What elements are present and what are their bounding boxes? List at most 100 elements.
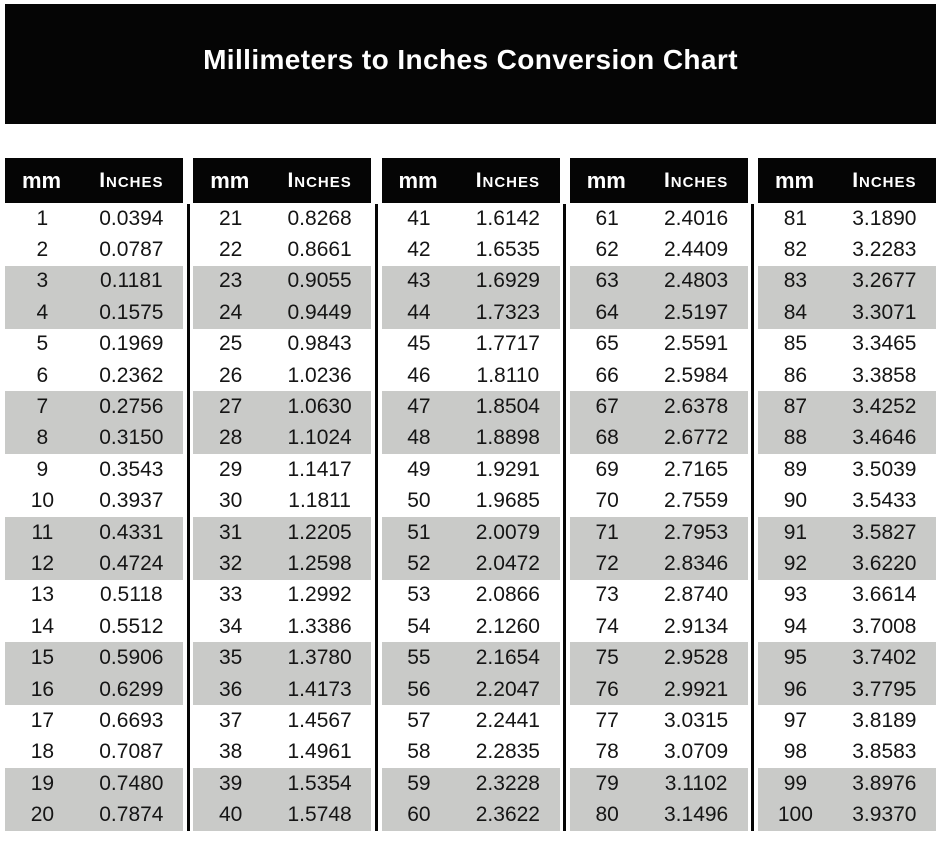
mm-value: 5: [36, 332, 49, 356]
inches-value: 3.8583: [852, 740, 917, 764]
inches-value: 1.1024: [287, 426, 352, 450]
table-row: 66 2.5984: [570, 360, 748, 391]
mm-value: 92: [783, 551, 808, 575]
inches-value: 1.2598: [287, 551, 352, 575]
inches-value: 3.5039: [852, 457, 917, 481]
inches-value: 2.8346: [664, 551, 729, 575]
table-row: 97 3.8189: [758, 705, 936, 736]
inches-value: 0.7874: [99, 803, 164, 827]
mm-value: 24: [218, 300, 243, 324]
mm-value: 52: [407, 551, 431, 575]
inches-value: 1.4567: [287, 708, 352, 732]
inches-column-header: Inches: [475, 168, 541, 192]
table-row: 27 1.0630: [193, 391, 372, 423]
inches-value: 0.2756: [99, 395, 164, 419]
mm-value: 10: [30, 489, 55, 513]
table-row: 49 1.9291: [382, 454, 560, 485]
mm-value: 69: [595, 457, 619, 481]
mm-value: 57: [407, 708, 431, 732]
inches-value: 0.1575: [99, 300, 164, 324]
mm-value: 81: [783, 206, 808, 230]
table-row: 55 2.1654: [381, 642, 560, 674]
inches-value: 2.0079: [475, 520, 540, 544]
table-column-group: mm Inches 61 2.4016 62 2.4409 63 2.4803 64 2.51…: [569, 158, 748, 831]
divider-spacer: [183, 158, 193, 204]
table-column-group: mm Inches 41 1.6142 42 1.6535 43 1.6929 44 1.73…: [381, 158, 560, 831]
mm-value: 86: [783, 363, 808, 387]
table-row: 23 0.9055: [193, 265, 372, 298]
mm-value: 41: [407, 206, 431, 230]
inches-value: 1.2992: [287, 583, 352, 607]
inches-value: 1.8898: [475, 426, 540, 450]
inches-value: 2.7953: [664, 520, 729, 544]
mm-value: 34: [218, 614, 243, 638]
mm-value: 12: [30, 551, 55, 575]
inches-value: 1.7323: [475, 300, 540, 324]
inches-value: 2.1260: [475, 614, 540, 638]
table-row: 20 0.7874: [5, 799, 183, 831]
mm-value: 44: [407, 300, 431, 324]
mm-value: 68: [595, 426, 619, 450]
table-row: 4 0.1575: [5, 297, 183, 329]
mm-value: 63: [595, 269, 619, 293]
mm-value: 6: [36, 363, 49, 387]
inches-value: 0.9449: [287, 300, 352, 324]
table-row: 46 1.8110: [382, 360, 560, 391]
table-row: 58 2.2835: [382, 737, 560, 768]
inches-column-header: Inches: [99, 168, 164, 192]
table-row: 19 0.7480: [5, 768, 183, 800]
inches-value: 3.6220: [852, 551, 917, 575]
table-row: 48 1.8898: [381, 422, 560, 455]
mm-value: 35: [218, 646, 243, 670]
inches-value: 2.5591: [664, 332, 729, 356]
inches-value: 2.7165: [664, 457, 729, 481]
mm-value: 73: [595, 583, 619, 607]
mm-value: 72: [595, 551, 619, 575]
mm-value: 15: [30, 646, 55, 670]
inches-value: 2.4409: [664, 238, 729, 262]
mm-value: 84: [783, 300, 808, 324]
mm-value: 40: [218, 803, 243, 827]
inches-value: 0.3150: [99, 426, 164, 450]
inches-value: 0.4331: [99, 520, 164, 544]
inches-value: 0.9843: [287, 332, 352, 356]
inches-value: 3.8189: [852, 708, 917, 732]
mm-value: 93: [783, 583, 808, 607]
mm-value: 36: [218, 677, 243, 701]
table-row: 51 2.0079: [381, 516, 560, 549]
mm-value: 51: [407, 520, 431, 544]
inches-value: 2.3622: [475, 803, 540, 827]
mm-value: 67: [595, 395, 619, 419]
inches-value: 2.2441: [475, 708, 540, 732]
table-row: 77 3.0315: [570, 705, 748, 736]
table-row: 47 1.8504: [381, 391, 560, 423]
mm-value: 37: [218, 708, 243, 732]
inches-value: 3.1102: [664, 771, 728, 795]
inches-value: 0.3937: [99, 489, 164, 513]
table-row: 25 0.9843: [193, 329, 371, 360]
inches-value: 3.0709: [664, 740, 729, 764]
mm-value: 21: [218, 206, 243, 230]
inches-value: 3.3071: [852, 300, 917, 324]
divider-spacer: [371, 158, 381, 204]
table-row: 80 3.1496: [569, 799, 748, 831]
table-row: 79 3.1102: [569, 768, 748, 800]
table-row: 93 3.6614: [758, 580, 936, 611]
inches-value: 3.7402: [852, 646, 917, 670]
inches-value: 3.6614: [852, 583, 917, 607]
table-row: 24 0.9449: [193, 297, 372, 329]
mm-column-header: mm: [775, 167, 815, 193]
table-row: 21 0.8268: [193, 203, 371, 234]
mm-column-header: mm: [398, 167, 438, 193]
table-row: 3 0.1181: [5, 265, 183, 298]
mm-value: 70: [595, 489, 619, 513]
table-row: 89 3.5039: [758, 454, 936, 485]
table-header: mm Inches: [381, 158, 560, 203]
table-row: 30 1.1811: [193, 486, 371, 517]
table-row: 14 0.5512: [5, 611, 183, 642]
table-row: 13 0.5118: [5, 580, 183, 611]
mm-value: 76: [595, 677, 619, 701]
inches-value: 0.3543: [99, 457, 164, 481]
inches-value: 3.2677: [852, 269, 917, 293]
inches-value: 1.5354: [287, 771, 352, 795]
